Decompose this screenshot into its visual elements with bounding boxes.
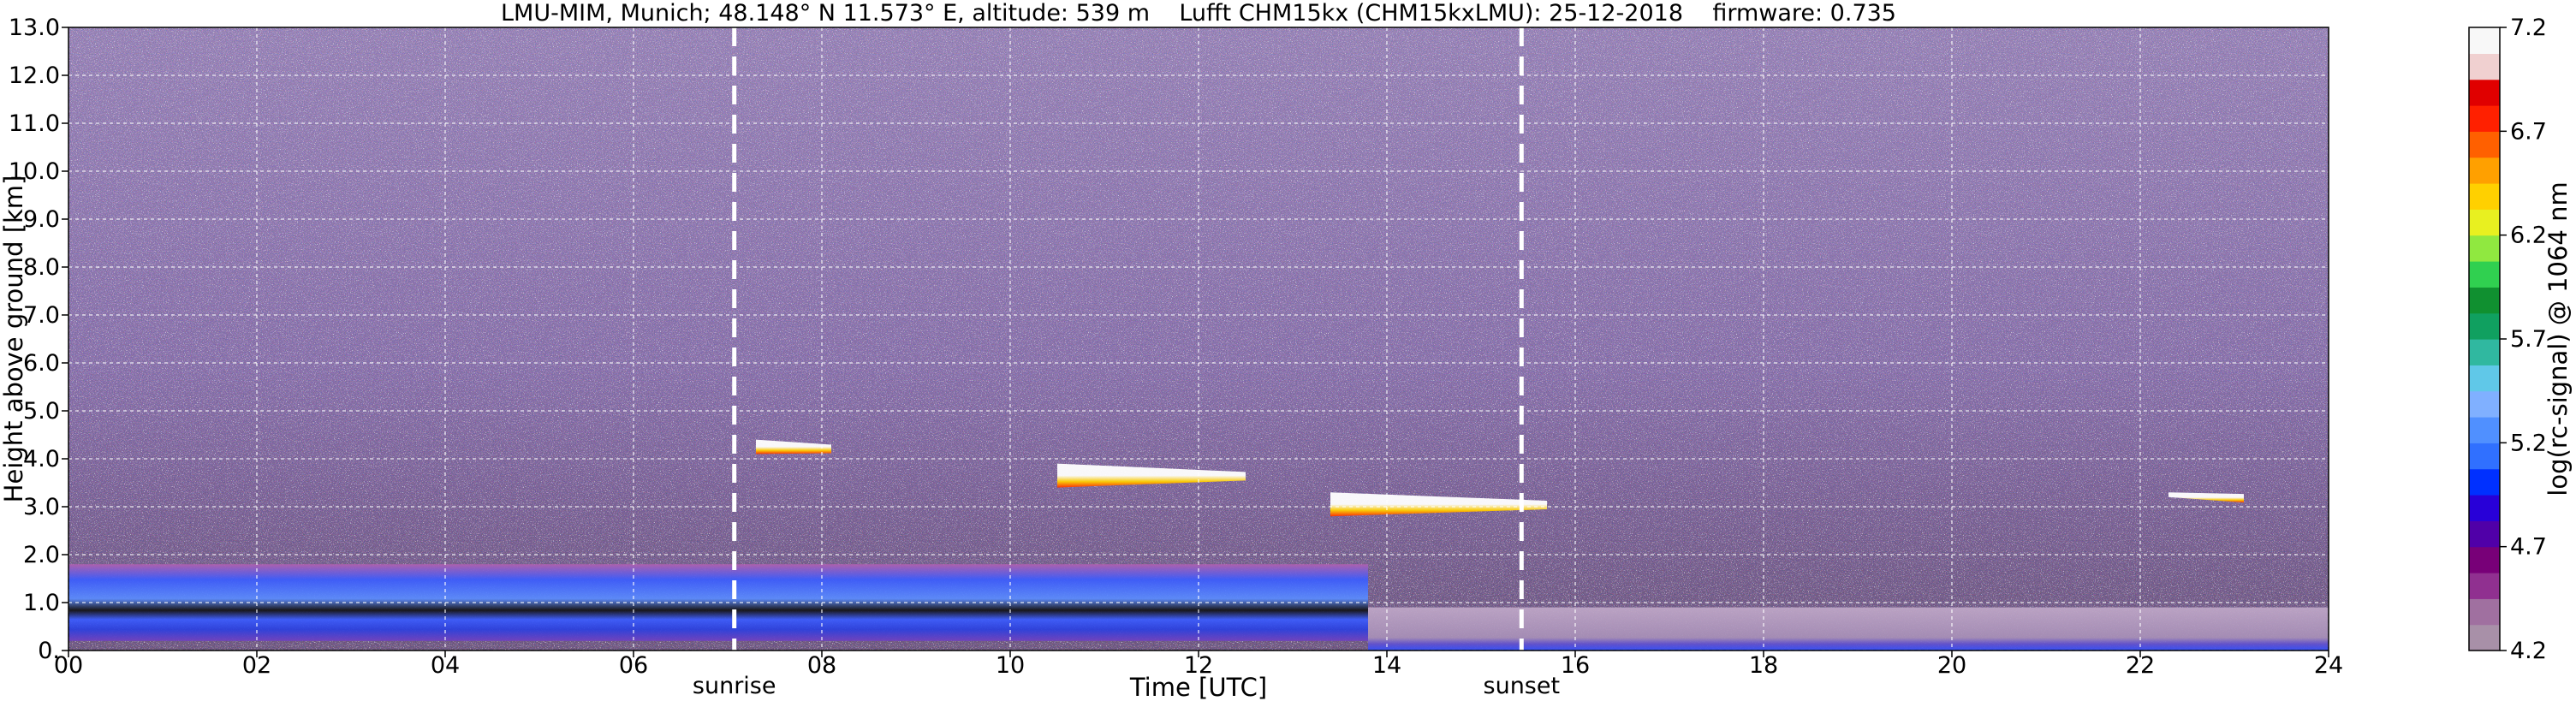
colorbar-segment [2469,157,2500,184]
y-tick-label: 6.0 [23,350,60,377]
colorbar-segment [2469,417,2500,443]
y-tick-label: 0. [38,638,60,664]
colorbar-label: log(rc-signal) @ 1064 nm [2543,181,2573,496]
x-tick-label: 00 [54,652,83,679]
x-tick-label: 10 [996,652,1025,679]
colorbar-segment [2469,390,2500,418]
colorbar-segment [2469,27,2500,54]
colorbar-segment [2469,312,2500,340]
cloud-layer [2168,492,2244,503]
colorbar-segment [2469,365,2500,392]
y-tick-label: 4.0 [23,446,60,472]
colorbar-segment [2469,339,2500,365]
y-tick-label: 9.0 [23,206,60,233]
colorbar-segment [2469,131,2500,158]
colorbar-tick-label: 5.2 [2510,430,2547,456]
x-tick-label: 18 [1749,652,1778,679]
colorbar-tick-label: 5.7 [2510,326,2547,353]
colorbar-segment [2469,443,2500,470]
cloud-layer [756,439,831,454]
colorbar-segment [2469,546,2500,573]
colorbar: 4.2 4.7 5.2 5.7 6.2 6.7 7.2 log(rc-signal) @ 1… [2468,15,2573,664]
y-tick-label: 13.0 [9,15,60,41]
colorbar-tick-label: 6.2 [2510,223,2547,249]
x-tick-label: 02 [242,652,271,679]
y-tick-label: 12.0 [9,62,60,89]
x-tick-label: 12 [1184,652,1213,679]
y-tick-label: 11.0 [9,110,60,137]
y-tick-label: 8.0 [23,254,60,281]
colorbar-tick-label: 7.2 [2510,15,2547,41]
colorbar-segment [2469,235,2500,262]
y-tick-label: 3.0 [23,494,60,520]
cloud-layer [1330,492,1547,517]
colorbar-segment [2469,183,2500,210]
colorbar-segment [2469,495,2500,521]
residual-layer [1368,607,2329,651]
y-tick-label: 5.0 [23,398,60,425]
colorbar-segment [2469,624,2500,651]
colorbar-segment [2469,573,2500,599]
x-tick-label: 14 [1372,652,1401,679]
colorbar-segment [2469,79,2500,106]
plot-area [68,27,2329,651]
y-tick-label: 1.0 [23,590,60,616]
x-tick-label: 06 [619,652,648,679]
x-tick-label: 20 [1937,652,1966,679]
x-tick-label: 08 [807,652,836,679]
y-tick-label: 10.0 [9,158,60,185]
colorbar-segment [2469,468,2500,496]
x-tick-label: 04 [431,652,460,679]
x-axis-label: Time [UTC] [1129,673,1267,702]
x-tick-label: 22 [2126,652,2155,679]
colorbar-segment [2469,209,2500,236]
y-tick-label: 7.0 [23,302,60,329]
colorbar-segment [2469,261,2500,288]
colorbar-segment [2469,105,2500,132]
colorbar-segment [2469,598,2500,626]
x-tick-label: 16 [1561,652,1590,679]
x-tick-label: 24 [2314,652,2343,679]
colorbar-tick-label: 4.7 [2510,534,2547,561]
sunrise-label: sunrise [693,673,776,699]
chart-title: LMU-MIM, Munich; 48.148° N 11.573° E, al… [501,0,1896,27]
colorbar-tick-label: 6.7 [2510,118,2547,145]
colorbar-tick-label: 4.2 [2510,638,2547,664]
colorbar-segment [2469,520,2500,548]
sunset-label: sunset [1484,673,1561,699]
colorbar-segment [2469,53,2500,80]
y-tick-label: 2.0 [23,542,60,568]
colorbar-segment [2469,287,2500,314]
y-axis-label: Height above ground [km] [0,175,28,503]
